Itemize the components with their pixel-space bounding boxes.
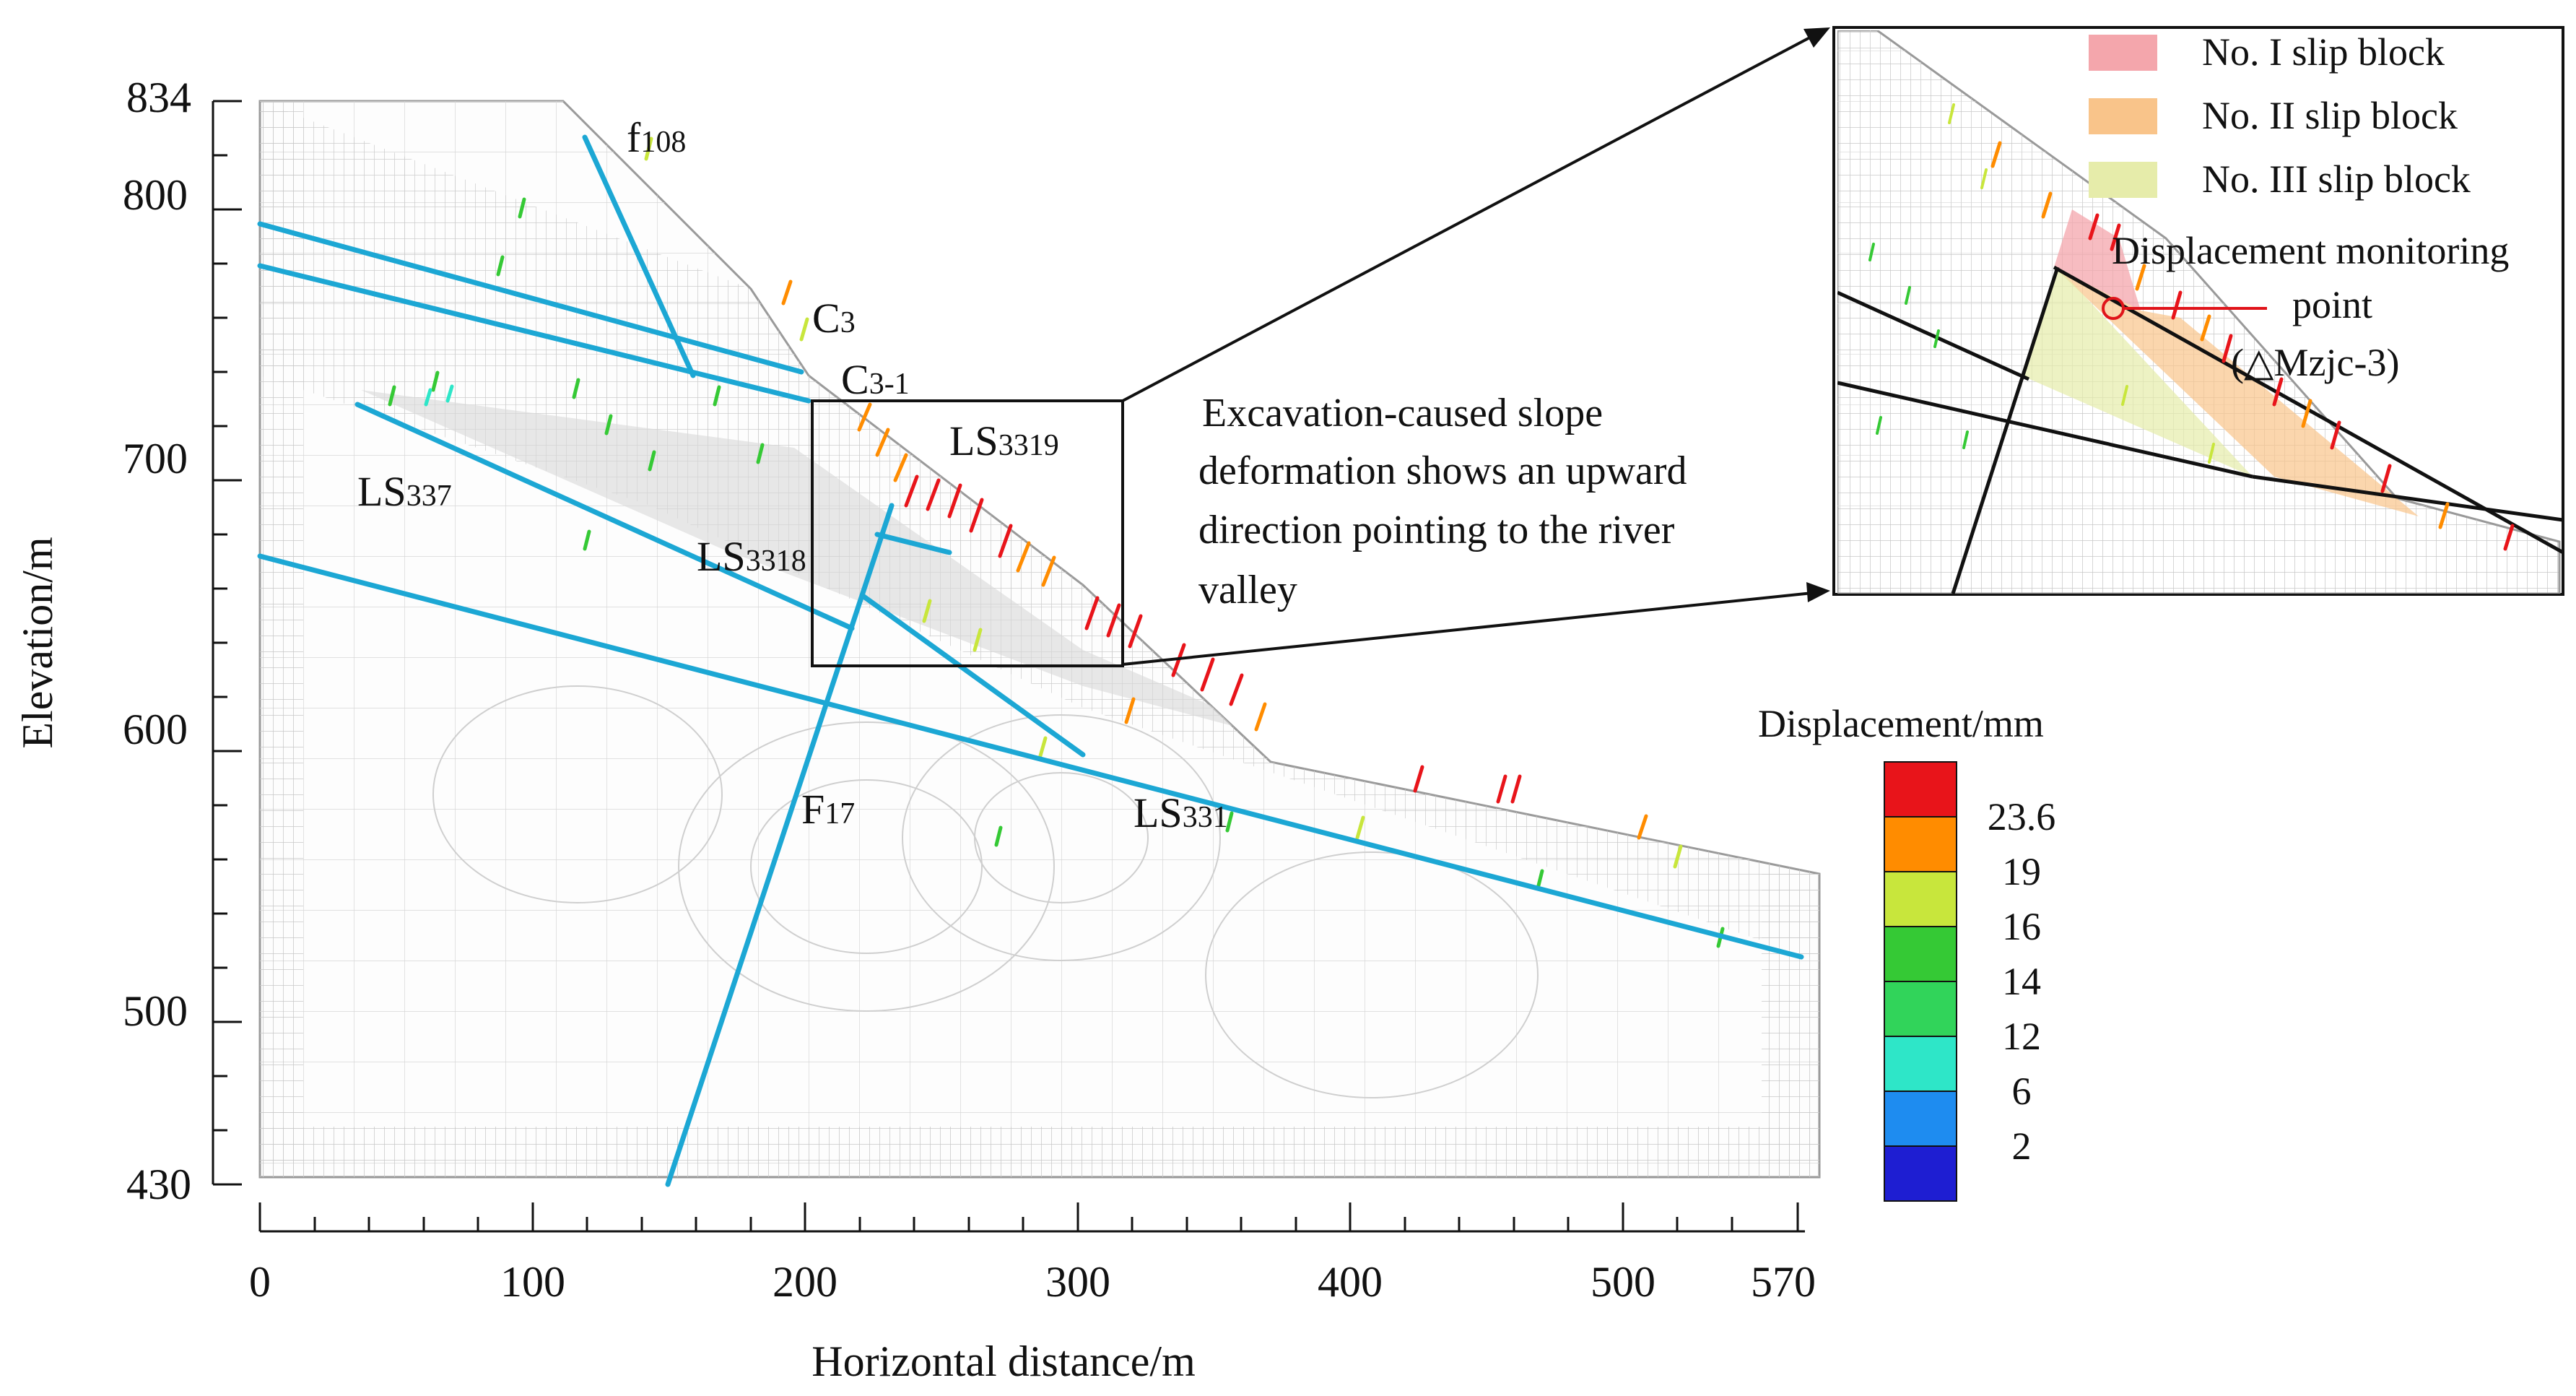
legend-swatch	[2089, 98, 2157, 134]
fault-upper-1	[257, 221, 804, 375]
fault-ls3318	[860, 593, 1086, 758]
y-tick-600: 600	[123, 706, 188, 753]
callout-line-top	[1122, 31, 1820, 402]
legend-label: No. III slip block	[2202, 157, 2471, 201]
label-c3-1: C3-1	[841, 356, 910, 403]
colorbar-tick-label: 6	[2012, 1070, 2032, 1113]
excavation-annotation: Excavation-caused slope deformation show…	[1198, 391, 1687, 612]
y-tick-500: 500	[123, 987, 188, 1035]
monitor-label-line-3: (△Mzjc-3)	[2231, 341, 2399, 384]
y-tick-700: 700	[123, 435, 188, 482]
colorbar-cell	[1884, 816, 1957, 872]
colorbar-ticks: 23.6 19 16 14 12 6 2	[1988, 795, 2056, 1168]
zoom-callout	[811, 27, 1830, 667]
colorbar-tick-label: 12	[2002, 1015, 2041, 1058]
monitor-label-line-2: point	[2292, 283, 2372, 326]
colorbar-cell	[1884, 871, 1957, 927]
x-tick-100: 100	[500, 1258, 565, 1306]
x-tick-200: 200	[773, 1258, 837, 1306]
y-axis	[212, 100, 242, 1186]
annotation-line-2: deformation shows an upward	[1198, 448, 1687, 493]
y-axis-title: Elevation/m	[14, 537, 61, 748]
fault-ls337	[354, 402, 855, 631]
y-tick-430: 430	[126, 1161, 191, 1208]
colorbar-tick-label: 2	[2012, 1124, 2032, 1168]
slip-block-2	[2054, 267, 2419, 516]
label-ls331: LS331	[1133, 789, 1228, 836]
slope-model	[258, 100, 1821, 1179]
zoom-box	[811, 399, 1124, 667]
label-ls3318: LS3318	[697, 533, 806, 580]
label-c3: C3	[812, 295, 856, 342]
fault-upper-2	[257, 263, 811, 404]
inset-panel: No. I slip block No. II slip block No. III…	[1832, 26, 2564, 596]
x-axis	[258, 1202, 1805, 1233]
callout-line-bottom	[1122, 591, 1820, 666]
legend-label: No. II slip block	[2202, 94, 2458, 137]
colorbar-cell	[1884, 1091, 1957, 1147]
fault-lines	[257, 134, 1804, 1187]
colorbar-cell	[1884, 981, 1957, 1037]
colorbar-cells	[1884, 761, 1957, 1202]
colorbar-tick-label: 19	[2002, 850, 2041, 893]
fault-f17	[665, 503, 895, 1187]
colorbar-tick-label: 23.6	[1988, 795, 2056, 838]
colorbar-tick-label: 14	[2002, 960, 2041, 1003]
label-f108: f108	[627, 114, 686, 161]
x-tick-400: 400	[1318, 1258, 1383, 1306]
y-tick-800: 800	[123, 171, 188, 219]
slip-block-3	[2022, 267, 2253, 477]
mesh-grid	[260, 101, 1819, 1177]
x-tick-0: 0	[249, 1258, 271, 1306]
x-axis-title: Horizontal distance/m	[811, 1338, 1196, 1385]
colorbar-cell	[1884, 1145, 1957, 1202]
colorbar-tick-label: 16	[2002, 905, 2041, 948]
label-ls337: LS337	[357, 468, 452, 515]
monitor-label-line-1: Displacement monitoring	[2112, 229, 2509, 272]
fault-f17-branch	[874, 532, 952, 555]
colorbar-cell	[1884, 1036, 1957, 1092]
slip-block-legend: No. I slip block No. II slip block No. III…	[2089, 30, 2471, 201]
x-tick-570: 570	[1751, 1258, 1816, 1306]
legend-label: No. I slip block	[2202, 30, 2445, 74]
displacement-arrows	[388, 136, 1725, 948]
label-f17: F17	[801, 786, 855, 833]
label-ls3319: LS3319	[949, 417, 1059, 464]
annotation-line-3: direction pointing to the river	[1198, 508, 1675, 552]
x-tick-500: 500	[1591, 1258, 1655, 1306]
colorbar-cell	[1884, 926, 1957, 982]
y-tick-834: 834	[126, 74, 191, 121]
annotation-line-1: Excavation-caused slope	[1202, 391, 1603, 435]
legend-swatch	[2089, 162, 2157, 198]
legend-swatch	[2089, 35, 2157, 71]
colorbar: Displacement/mm 23.6 19 16 14 12 6 2	[1758, 702, 2056, 1202]
colorbar-title: Displacement/mm	[1758, 702, 2044, 745]
annotation-line-4: valley	[1198, 568, 1297, 612]
x-tick-300: 300	[1045, 1258, 1110, 1306]
colorbar-cell	[1884, 761, 1957, 818]
fault-ls331	[257, 553, 1804, 960]
slip-block-1	[2054, 209, 2141, 311]
